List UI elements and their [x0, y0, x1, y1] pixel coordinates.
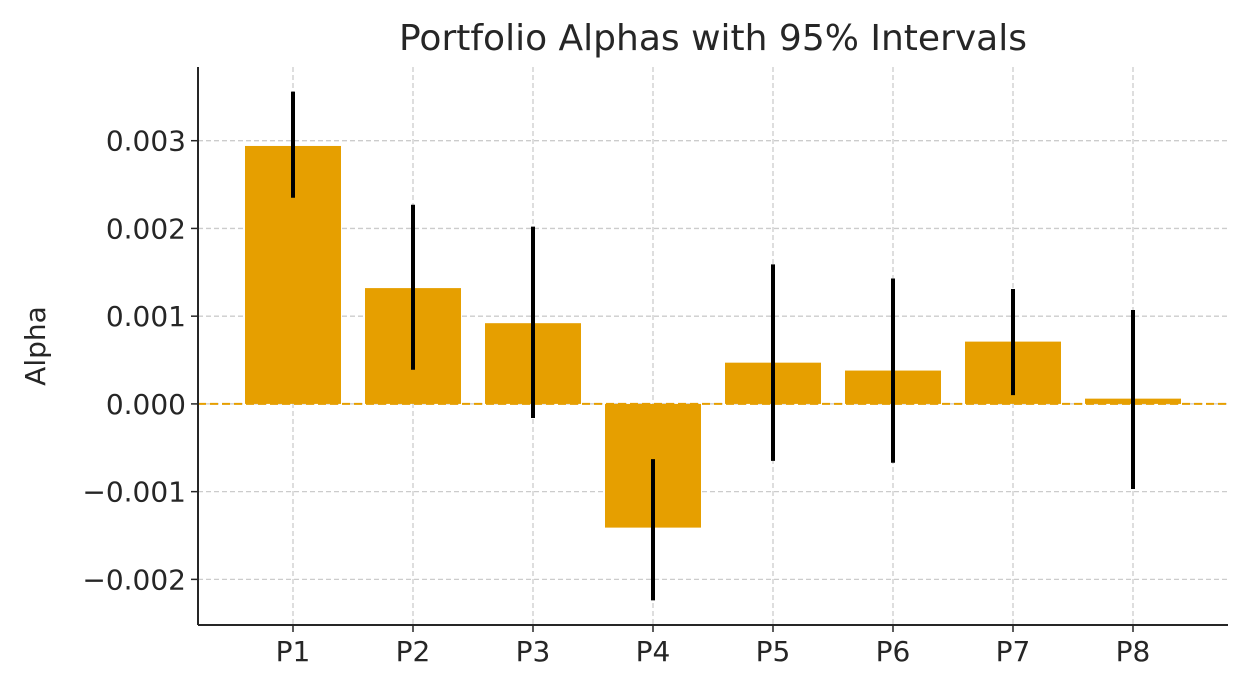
chart-title: Portfolio Alphas with 95% Intervals — [399, 18, 1027, 59]
y-tick-label: −0.002 — [82, 563, 186, 596]
y-tick-label: −0.001 — [82, 476, 186, 509]
y-axis-label: Alpha — [19, 306, 52, 386]
y-tick-label: 0.003 — [106, 125, 186, 158]
x-tick-label: P3 — [516, 635, 551, 668]
y-tick-label: 0.000 — [106, 388, 186, 421]
y-tick-label: 0.001 — [106, 300, 186, 333]
y-tick-label: 0.002 — [106, 212, 186, 245]
x-tick-label: P4 — [636, 635, 671, 668]
x-tick-label: P6 — [876, 635, 911, 668]
x-tick-label: P8 — [1116, 635, 1151, 668]
x-tick-label: P5 — [756, 635, 791, 668]
x-tick-label: P2 — [396, 635, 431, 668]
x-tick-label: P1 — [276, 635, 311, 668]
x-tick-label: P7 — [996, 635, 1031, 668]
